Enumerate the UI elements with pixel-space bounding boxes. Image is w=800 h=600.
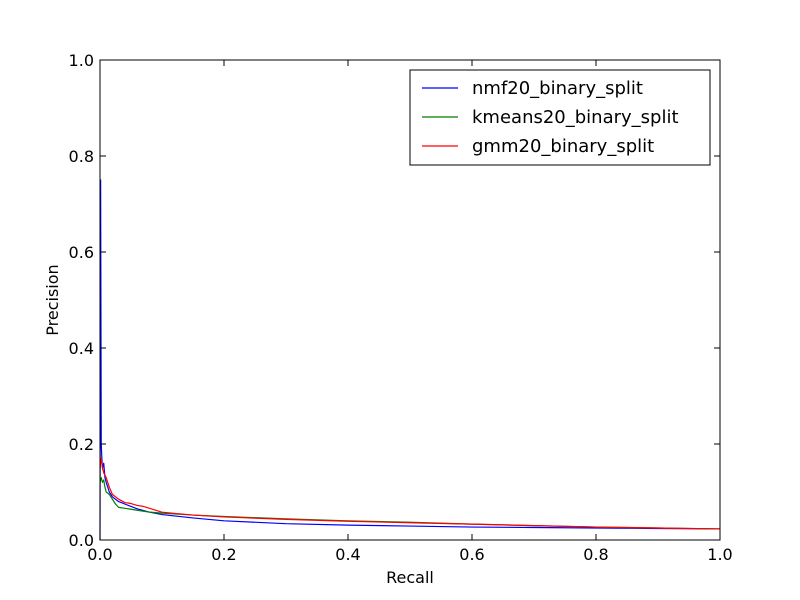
y-axis-label: Precision (43, 264, 62, 335)
series-line-2 (99, 457, 721, 530)
plot-frame (99, 59, 721, 541)
series-layer (99, 179, 721, 541)
x-tick-label: 0.8 (583, 545, 608, 564)
y-tick-label: 0.4 (69, 339, 94, 358)
x-tick-label: 0.4 (335, 545, 360, 564)
y-tick-label: 0.8 (69, 147, 94, 166)
legend-label-1: kmeans20_binary_split (472, 107, 679, 128)
y-tick-label: 0.0 (69, 531, 94, 550)
legend: nmf20_binary_split kmeans20_binary_splitg… (409, 69, 711, 166)
x-tick-label: 0.2 (211, 545, 236, 564)
x-tick-label: 0.0 (87, 545, 112, 564)
legend-label-2: gmm20_binary_split (472, 136, 654, 157)
legend-box (409, 69, 711, 166)
x-tick-label: 1.0 (707, 545, 732, 564)
ticks-layer: 0.0 0.2 0.4 0.6 0.8 1.0 0.0 0.2 0.4 0.6 0.8 1.0 (69, 51, 733, 564)
x-tick-label: 0.6 (459, 545, 484, 564)
legend-label-0: nmf20_binary_split (472, 78, 643, 99)
x-axis-label: Recall (386, 568, 434, 587)
y-tick-label: 0.2 (69, 435, 94, 454)
y-tick-label: 1.0 (69, 51, 94, 70)
y-tick-label: 0.6 (69, 243, 94, 262)
